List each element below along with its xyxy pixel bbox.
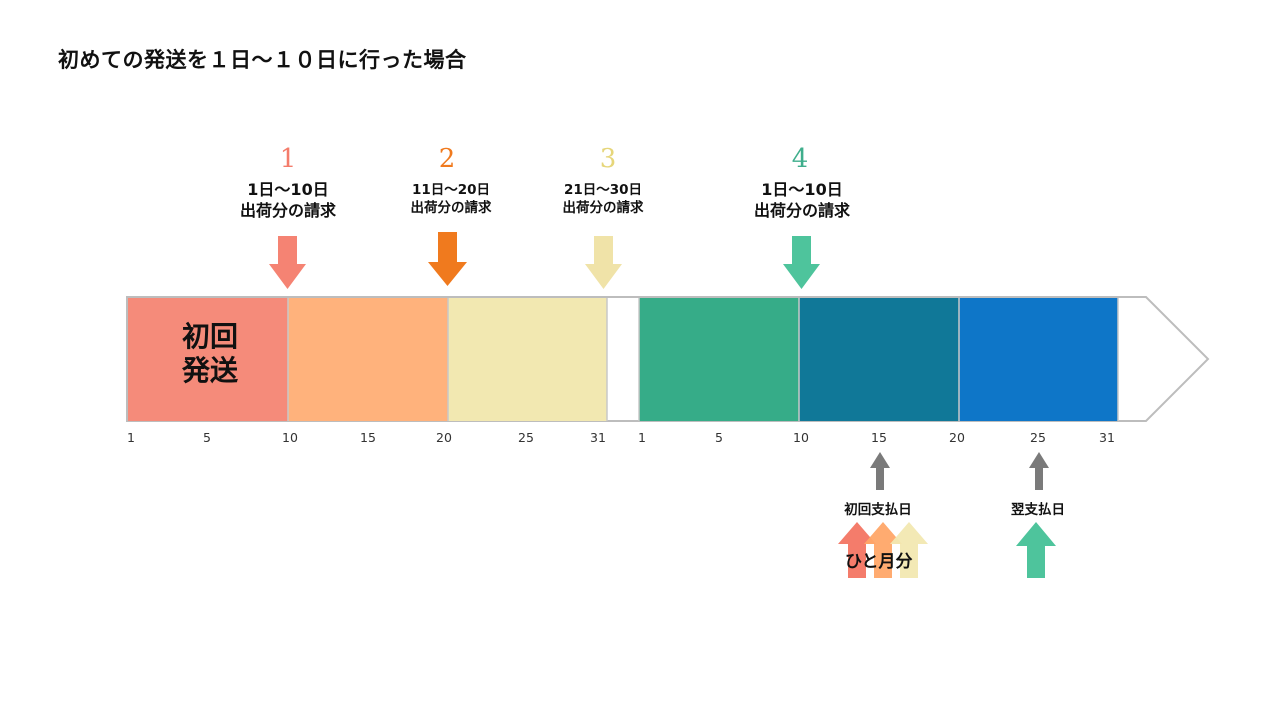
billing-1-arrow (269, 236, 306, 289)
billing-1-desc: 出荷分の請求 (239, 200, 336, 220)
billing-2-desc: 出荷分の請求 (410, 199, 492, 216)
next-payment-label: 翌支払日 (1011, 502, 1065, 518)
tick-label: 20 (436, 430, 452, 445)
tick-label: 31 (590, 430, 606, 445)
billing-3-range: 21日～30日 (563, 182, 643, 198)
first-shipment-label: 初回 発送 (150, 320, 270, 387)
segment-m1-c (448, 298, 607, 421)
tick-label: 25 (1030, 430, 1046, 445)
tick-label: 5 (203, 430, 211, 445)
next-payment-arrow (1029, 452, 1049, 490)
billing-3-arrow (585, 236, 622, 289)
tick-label: 31 (1099, 430, 1115, 445)
tick-label: 20 (949, 430, 965, 445)
segment-m1-b (288, 298, 448, 421)
segment-m2-b (799, 298, 959, 421)
tick-label: 25 (518, 430, 534, 445)
billing-1-label: 1日～10日 出荷分の請求 (203, 180, 373, 222)
segment-m2-c (959, 298, 1118, 421)
first-shipment-line1: 初回 (181, 320, 238, 353)
tick-label: 10 (793, 430, 809, 445)
first-shipment-line2: 発送 (181, 353, 238, 387)
one-month-arrow-2 (864, 522, 902, 578)
one-month-label: ひと月分 (845, 552, 913, 572)
billing-2-number: 2 (438, 144, 456, 174)
tick-label: 5 (715, 430, 723, 445)
tick-label: 1 (127, 430, 135, 445)
page-title: 初めての発送を１日～１０日に行った場合 (58, 48, 467, 72)
tick-label: 10 (282, 430, 298, 445)
tick-label: 15 (360, 430, 376, 445)
first-payment-label: 初回支払日 (844, 502, 912, 518)
billing-1-range: 1日～10日 (247, 180, 329, 199)
first-payment-arrow (870, 452, 890, 490)
billing-2-range: 11日～20日 (411, 182, 491, 198)
billing-3-label: 21日～30日 出荷分の請求 (518, 182, 688, 217)
billing-4-range: 1日～10日 (761, 180, 843, 199)
billing-4-desc: 出荷分の請求 (753, 200, 850, 220)
billing-3-number: 3 (599, 144, 617, 174)
billing-1-number: 1 (279, 144, 297, 174)
next-payment-month-arrow (1016, 522, 1056, 578)
billing-4-label: 1日～10日 出荷分の請求 (717, 180, 887, 222)
tick-label: 15 (871, 430, 887, 445)
billing-4-arrow (783, 236, 820, 289)
segment-m1-a (128, 298, 288, 421)
billing-3-desc: 出荷分の請求 (562, 199, 644, 216)
billing-2-label: 11日～20日 出荷分の請求 (366, 182, 536, 217)
segment-m2-a (639, 298, 799, 421)
billing-4-number: 4 (791, 144, 809, 174)
billing-2-arrow (428, 232, 467, 286)
tick-label: 1 (638, 430, 646, 445)
one-month-arrow-1 (838, 522, 876, 578)
one-month-arrow-3 (890, 522, 928, 578)
